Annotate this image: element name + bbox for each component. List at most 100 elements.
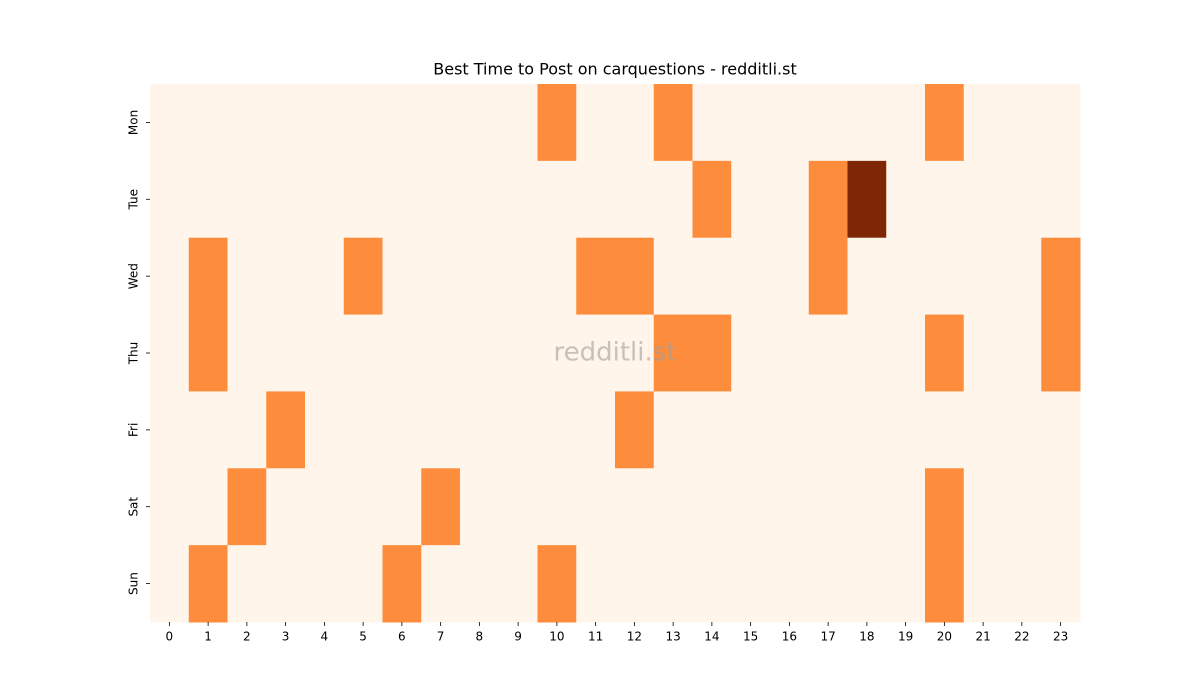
heatmap-cell <box>1002 391 1042 469</box>
heatmap-cell <box>343 160 383 239</box>
heatmap-cell <box>382 84 422 162</box>
x-tick-label: 9 <box>514 630 522 644</box>
heatmap-cell <box>847 468 887 546</box>
heatmap-cell <box>305 545 345 623</box>
heatmap-cell <box>886 391 926 469</box>
heatmap-cell <box>266 84 306 162</box>
heatmap-cell <box>1002 160 1042 239</box>
x-tick-label: 15 <box>743 630 758 644</box>
heatmap-cell <box>188 391 228 469</box>
heatmap-cell <box>343 391 383 469</box>
heatmap-cell <box>847 160 887 239</box>
heatmap-cell <box>460 314 500 392</box>
heatmap-cell <box>227 160 267 239</box>
x-tick-label: 6 <box>398 630 406 644</box>
heatmap-cell <box>615 314 655 392</box>
heatmap-cell <box>266 545 306 623</box>
heatmap-cell <box>886 545 926 623</box>
heatmap-cell <box>925 314 965 392</box>
heatmap-cell <box>576 314 616 392</box>
heatmap-cell <box>460 237 500 316</box>
heatmap-cell <box>770 237 810 316</box>
x-tick-label: 16 <box>782 630 797 644</box>
heatmap-cell <box>227 84 267 162</box>
x-tick-label: 1 <box>204 630 212 644</box>
heatmap-cell <box>808 545 848 623</box>
heatmap-cell <box>576 391 616 469</box>
heatmap-cell <box>382 237 422 316</box>
x-tick-label: 7 <box>437 630 445 644</box>
heatmap-cell <box>266 391 306 469</box>
heatmap-cell <box>731 545 771 623</box>
heatmap-cell <box>343 237 383 316</box>
y-tick-label: Tue <box>127 189 141 211</box>
x-tick-label: 10 <box>549 630 564 644</box>
heatmap-cell <box>808 84 848 162</box>
heatmap-cell <box>963 545 1003 623</box>
y-tick-label: Thu <box>127 342 141 366</box>
heatmap-cell <box>150 468 190 546</box>
heatmap-cell <box>1041 468 1081 546</box>
heatmap-cell <box>266 314 306 392</box>
heatmap-cell <box>150 391 190 469</box>
x-tick-label: 4 <box>321 630 329 644</box>
heatmap-cell <box>615 160 655 239</box>
heatmap-cell <box>421 314 461 392</box>
heatmap-cell <box>537 84 577 162</box>
heatmap-cell <box>460 545 500 623</box>
heatmap-cell <box>150 160 190 239</box>
heatmap-cell <box>886 314 926 392</box>
heatmap-cell <box>770 84 810 162</box>
heatmap-cell <box>460 84 500 162</box>
heatmap-cell <box>963 468 1003 546</box>
heatmap-cell <box>615 84 655 162</box>
heatmap-cell <box>498 160 538 239</box>
heatmap-cell <box>963 160 1003 239</box>
heatmap-cell <box>653 468 693 546</box>
heatmap-cell <box>653 391 693 469</box>
heatmap-cell <box>653 84 693 162</box>
heatmap-cell <box>305 237 345 316</box>
heatmap-cell <box>808 391 848 469</box>
heatmap-cell <box>770 545 810 623</box>
x-tick-label: 13 <box>665 630 680 644</box>
heatmap-cell <box>692 468 732 546</box>
heatmap-cell <box>150 237 190 316</box>
heatmap-cell <box>963 391 1003 469</box>
heatmap-cell <box>343 468 383 546</box>
heatmap-cell <box>382 468 422 546</box>
heatmap-cell <box>1002 468 1042 546</box>
heatmap-cell <box>382 160 422 239</box>
heatmap-cell <box>1041 391 1081 469</box>
x-tick-label: 8 <box>476 630 484 644</box>
heatmap-cell <box>692 391 732 469</box>
heatmap-cell <box>1041 84 1081 162</box>
heatmap-cell <box>731 468 771 546</box>
heatmap-cell <box>537 468 577 546</box>
heatmap-cell <box>421 237 461 316</box>
heatmap-cell <box>808 468 848 546</box>
heatmap-cell <box>808 160 848 239</box>
heatmap-cell <box>227 545 267 623</box>
heatmap-cell <box>692 84 732 162</box>
heatmap-cell <box>460 468 500 546</box>
heatmap-cell <box>731 391 771 469</box>
heatmap-cell <box>537 237 577 316</box>
heatmap-cell <box>615 468 655 546</box>
heatmap-cell <box>1041 237 1081 316</box>
heatmap-cell <box>963 237 1003 316</box>
heatmap-cell <box>150 314 190 392</box>
heatmap-cell <box>576 84 616 162</box>
heatmap-cell <box>576 545 616 623</box>
heatmap-cell <box>266 468 306 546</box>
heatmap-cell <box>266 237 306 316</box>
heatmap-cell <box>615 237 655 316</box>
heatmap-cell <box>421 160 461 239</box>
x-tick-label: 17 <box>820 630 835 644</box>
heatmap-cell <box>150 84 190 162</box>
heatmap-cell <box>343 314 383 392</box>
x-tick-label: 19 <box>898 630 913 644</box>
heatmap-cell <box>886 84 926 162</box>
x-tick-label: 2 <box>243 630 251 644</box>
heatmap-cell <box>576 160 616 239</box>
